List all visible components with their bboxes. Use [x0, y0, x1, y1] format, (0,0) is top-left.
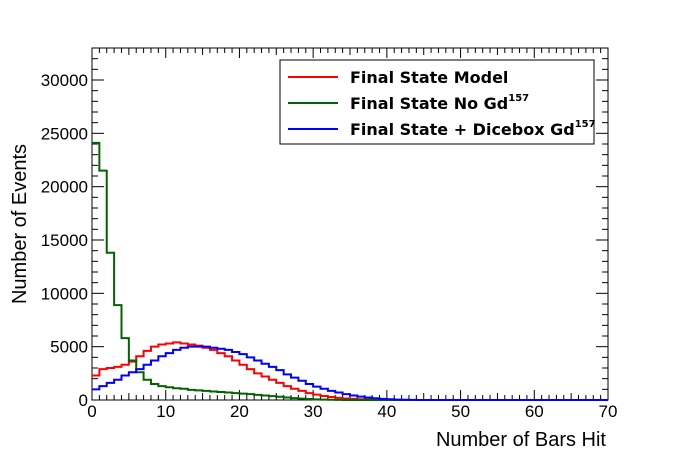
x-tick-label: 50 — [451, 402, 470, 421]
x-axis-title: Number of Bars Hit — [436, 429, 606, 451]
series-layer — [92, 141, 608, 401]
y-tick-label: 10000 — [41, 284, 88, 303]
y-axis-title: Number of Events — [9, 144, 31, 304]
y-tick-label: 25000 — [41, 124, 88, 143]
y-tick-label: 15000 — [41, 231, 88, 250]
legend-label: Final State + Dicebox Gd157 — [350, 119, 596, 139]
series-line-1 — [92, 341, 608, 401]
x-tick-label: 70 — [599, 402, 618, 421]
axis-ticks — [91, 47, 609, 401]
y-tick-label: 0 — [79, 391, 88, 410]
legend: Final State Model Final State No Gd157 Fin… — [279, 59, 596, 145]
legend-label: Final State No Gd157 — [350, 93, 529, 113]
legend-label: Final State Model — [350, 68, 508, 87]
series-line-3 — [92, 345, 608, 401]
x-tick-label: 60 — [525, 402, 544, 421]
tick-labels: 0 10 20 30 40 50 60 70 0 5000 10000 15000 20000 25000… — [41, 71, 618, 421]
x-tick-label: 20 — [230, 402, 249, 421]
series-line-2 — [92, 141, 608, 401]
y-tick-label: 30000 — [41, 71, 88, 90]
x-tick-label: 30 — [304, 402, 323, 421]
x-tick-label: 10 — [156, 402, 175, 421]
x-tick-label: 0 — [87, 402, 96, 421]
y-tick-label: 5000 — [50, 338, 88, 357]
x-tick-label: 40 — [377, 402, 396, 421]
y-tick-label: 20000 — [41, 178, 88, 197]
